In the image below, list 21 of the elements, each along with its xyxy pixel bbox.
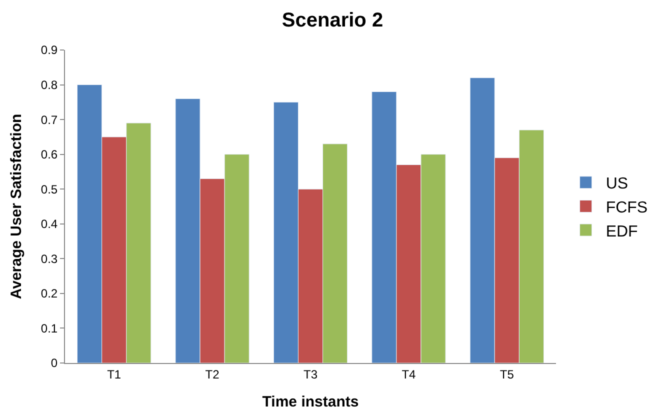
y-tick-label: 0.1 xyxy=(40,321,58,336)
y-tick-label: 0.2 xyxy=(40,286,58,301)
x-tick-label: T3 xyxy=(303,367,318,382)
x-axis-title: Time instants xyxy=(262,393,359,410)
y-tick-label: 0.8 xyxy=(40,78,58,92)
legend-label: FCFS xyxy=(606,199,648,216)
legend-label: US xyxy=(606,176,628,193)
y-tick-label: 0.7 xyxy=(40,112,58,127)
y-tick-label: 0.5 xyxy=(40,182,58,196)
y-tick-label: 0.6 xyxy=(40,148,58,162)
y-axis-title: Average User Satisfaction xyxy=(8,114,26,300)
y-tick-label: 0 xyxy=(50,356,58,370)
x-tick-label: T4 xyxy=(402,367,416,382)
y-tick-label: 0.3 xyxy=(40,252,58,266)
x-tick-label: T1 xyxy=(107,367,122,382)
x-tick-label: T5 xyxy=(500,367,514,382)
x-tick-label: T2 xyxy=(205,367,220,382)
chart-title: Scenario 2 xyxy=(282,10,384,32)
legend-label: EDF xyxy=(606,223,638,240)
y-tick-label: 0.4 xyxy=(40,217,58,232)
y-tick-label: 0.9 xyxy=(40,43,58,58)
